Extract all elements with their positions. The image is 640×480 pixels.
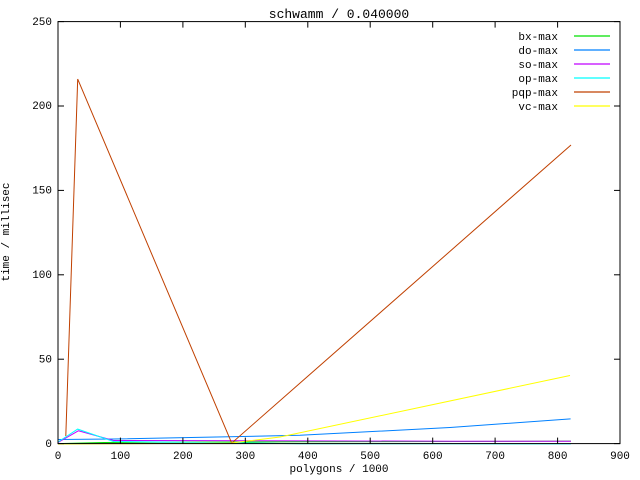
svg-text:polygons / 1000: polygons / 1000 <box>289 464 388 476</box>
svg-text:400: 400 <box>298 451 318 463</box>
svg-text:200: 200 <box>32 101 52 113</box>
svg-text:100: 100 <box>32 270 52 282</box>
svg-text:300: 300 <box>235 451 255 463</box>
svg-text:pqp-max: pqp-max <box>512 88 559 100</box>
svg-text:schwamm / 0.040000: schwamm / 0.040000 <box>269 7 409 22</box>
svg-text:0: 0 <box>45 439 52 451</box>
svg-text:0: 0 <box>55 451 62 463</box>
svg-text:op-max: op-max <box>518 74 558 86</box>
svg-text:600: 600 <box>423 451 443 463</box>
svg-text:900: 900 <box>610 451 630 463</box>
svg-text:50: 50 <box>39 355 52 367</box>
svg-text:time / millisec: time / millisec <box>1 182 13 281</box>
svg-text:700: 700 <box>485 451 505 463</box>
svg-text:bx-max: bx-max <box>518 32 558 44</box>
svg-text:vc-max: vc-max <box>518 102 558 114</box>
svg-text:200: 200 <box>173 451 193 463</box>
svg-text:800: 800 <box>548 451 568 463</box>
svg-text:500: 500 <box>360 451 380 463</box>
svg-text:100: 100 <box>110 451 130 463</box>
svg-text:250: 250 <box>32 17 52 29</box>
svg-text:so-max: so-max <box>518 60 558 72</box>
svg-text:do-max: do-max <box>518 46 558 58</box>
svg-text:150: 150 <box>32 186 52 198</box>
